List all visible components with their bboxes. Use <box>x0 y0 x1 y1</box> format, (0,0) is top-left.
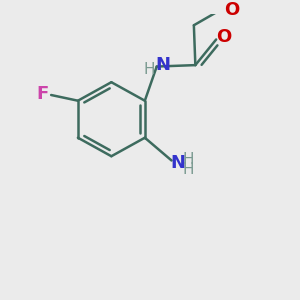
Text: O: O <box>224 1 239 19</box>
Text: F: F <box>36 85 48 103</box>
Text: O: O <box>216 28 231 46</box>
Text: N: N <box>155 56 170 74</box>
Text: H: H <box>182 152 194 166</box>
Text: H: H <box>182 162 194 177</box>
Text: N: N <box>170 154 185 172</box>
Text: H: H <box>143 62 155 77</box>
